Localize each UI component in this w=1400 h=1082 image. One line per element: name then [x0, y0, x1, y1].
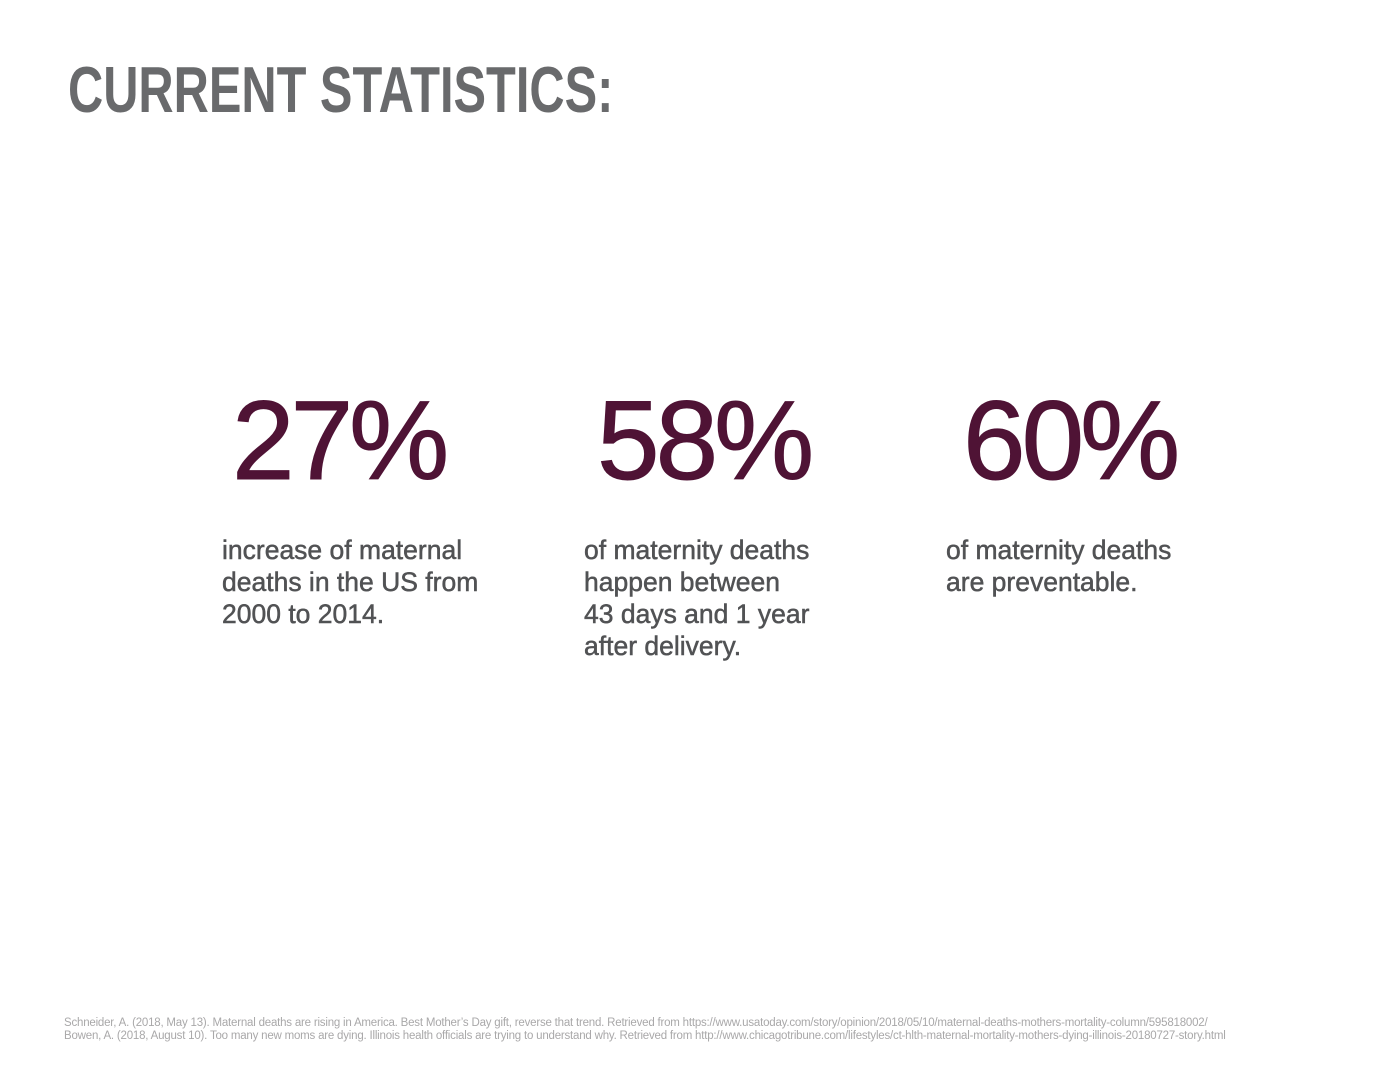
citation-line: Bowen, A. (2018, August 10). Too many ne… — [64, 1029, 1226, 1042]
stat-value-58: 58% — [596, 376, 814, 503]
stat-value-60: 60% — [962, 376, 1180, 503]
stat-description-27: increase of maternal deaths in the US fr… — [222, 535, 479, 630]
citation-footnotes: Schneider, A. (2018, May 13). Maternal d… — [64, 1017, 1226, 1043]
stat-description-58: of maternity deaths happen between 43 da… — [584, 535, 810, 662]
citation-line: Schneider, A. (2018, May 13). Maternal d… — [64, 1017, 1208, 1029]
stat-description-60: of maternity deaths are preventable. — [946, 535, 1172, 598]
page-title: CURRENT STATISTICS: — [68, 53, 614, 126]
stat-value-27: 27% — [231, 376, 449, 503]
